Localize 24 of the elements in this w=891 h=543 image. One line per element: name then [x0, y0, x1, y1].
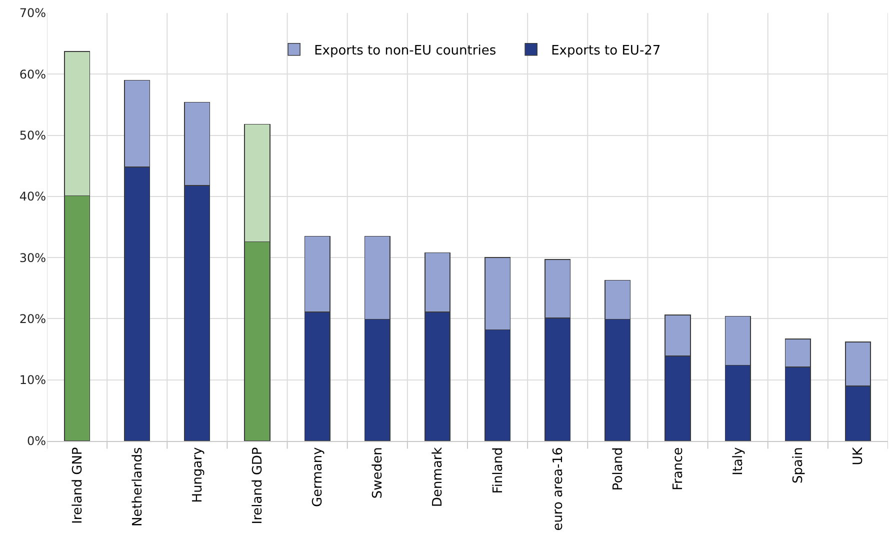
x-tick-label: France [670, 447, 686, 490]
legend-label: Exports to non-EU countries [314, 43, 496, 58]
x-tick-label: UK [851, 446, 866, 466]
x-tick-label: Denmark [430, 446, 446, 507]
y-tick-label: 10% [19, 373, 46, 388]
legend-label: Exports to EU-27 [551, 43, 661, 58]
x-tick-label: Ireland GNP [70, 447, 86, 524]
x-tick-label: Netherlands [130, 446, 146, 526]
x-tick-label: Poland [610, 447, 626, 491]
x-tick-label: Spain [791, 447, 806, 484]
y-tick-label: 40% [19, 190, 46, 204]
y-tick-label: 70% [19, 6, 46, 20]
y-tick-label: 20% [19, 312, 46, 326]
y-tick-label: 60% [19, 67, 46, 82]
x-tick-label: Hungary [190, 446, 206, 503]
y-tick-label: 50% [19, 128, 46, 142]
x-tick-label: Sweden [370, 447, 386, 499]
x-tick-label: Finland [490, 447, 506, 494]
x-tick-label: Italy [731, 446, 746, 476]
x-tick-label: euro area-16 [550, 447, 566, 531]
x-tick-label: Germany [310, 446, 326, 507]
y-tick-label: 30% [19, 250, 46, 265]
x-tick-label: Ireland GDP [250, 447, 266, 524]
y-tick-label: 0% [26, 434, 46, 448]
